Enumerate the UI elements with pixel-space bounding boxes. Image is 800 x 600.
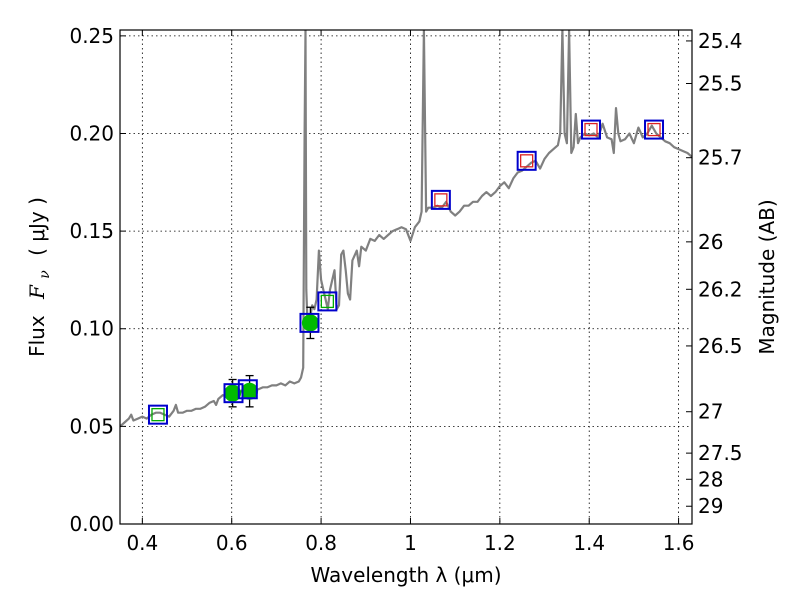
y2-tick-label: 26 <box>698 230 723 254</box>
ground-observed-point <box>301 314 319 332</box>
series-layer <box>120 30 692 428</box>
x-axis-label: Wavelength λ (μm) <box>310 563 501 587</box>
hst-open-square <box>520 154 534 168</box>
model-photometry-square <box>430 189 451 210</box>
y-axis-label: Flux F ν ( μJy ) <box>25 197 54 357</box>
x-tick-label: 0.6 <box>216 531 248 555</box>
model-spectrum-line <box>120 30 692 428</box>
x-tick-label: 1.6 <box>663 531 695 555</box>
y-tick-label: 0.25 <box>69 24 114 48</box>
model-photometry-square <box>237 379 258 400</box>
y-tick-label: 0.00 <box>69 512 114 536</box>
tick-layer: 0.4 0.6 0.8 1 1.2 1.4 1.6 0.00 0.05 0.10 0.15 0.20 0… <box>69 24 742 555</box>
y2-tick-label: 27 <box>698 400 723 424</box>
y2-tick-label: 29 <box>698 494 723 518</box>
y-axis-label-text: Flux <box>25 315 49 357</box>
model-photometry-square <box>516 150 537 171</box>
y2-tick-label: 25.7 <box>698 146 743 170</box>
svg-text:Flux F ν ( μ: Flux F ν ( μJy ) <box>25 197 54 357</box>
y-tick-label: 0.15 <box>69 219 114 243</box>
grid-layer <box>120 30 692 524</box>
hst-open-square <box>584 122 598 137</box>
model-photometry-square <box>299 312 320 333</box>
y-axis-label-units: ( μJy ) <box>25 197 49 256</box>
y2-tick-label: 27.5 <box>698 441 743 465</box>
hst-open-square <box>434 193 448 207</box>
model-photometry-square <box>223 383 244 404</box>
optical-open-square <box>151 408 165 422</box>
y-axis-label-subscript: ν <box>37 270 53 279</box>
y2-tick-label: 28 <box>698 467 723 491</box>
y-tick-label: 0.05 <box>69 414 114 438</box>
y-tick-label: 0.10 <box>69 317 114 341</box>
hst-open-square <box>647 122 661 137</box>
plot-frame <box>119 29 693 525</box>
model-photometry-square <box>317 291 338 312</box>
model-photometry-square <box>581 119 602 140</box>
x-tick-label: 0.4 <box>126 531 158 555</box>
x-tick-label: 1.4 <box>573 531 605 555</box>
y2-tick-label: 26.2 <box>698 277 743 301</box>
optical-open-square <box>320 294 335 309</box>
y2-axis-label: Magnitude (AB) <box>755 199 779 354</box>
ground-observed-point <box>241 382 259 400</box>
model-photometry-square <box>644 119 665 140</box>
x-tick-label: 0.8 <box>305 531 337 555</box>
y-axis-label-symbol: F <box>25 284 49 300</box>
model-photometry-square <box>147 404 168 425</box>
y2-tick-label: 26.5 <box>698 334 743 358</box>
x-tick-label: 1 <box>404 531 417 555</box>
y-tick-label: 0.20 <box>69 121 114 145</box>
x-tick-label: 1.2 <box>484 531 516 555</box>
y2-tick-label: 25.5 <box>698 72 743 96</box>
y2-tick-label: 25.4 <box>698 29 743 53</box>
